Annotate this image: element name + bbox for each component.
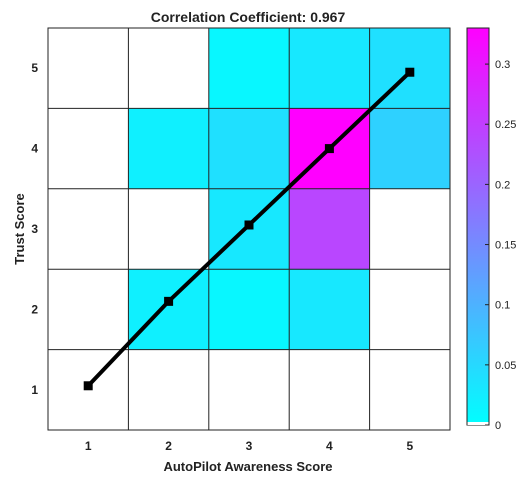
y-axis-label: Trust Score [12,193,27,265]
x-tick-label: 5 [406,439,413,453]
heatmap-cell-x2-y5 [128,28,209,109]
heatmap-cell-x4-y5 [289,28,370,109]
heatmap-cell-x1-y3 [48,188,129,270]
fit-line-marker-4 [324,144,334,154]
heatmap-cell-x5-y4 [369,108,450,189]
y-tick-label: 1 [31,383,38,397]
heatmap-cell-x5-y2 [369,269,450,350]
heatmap-cell-x2-y1 [128,349,209,430]
fit-line-marker-1 [83,381,93,391]
heatmap-cell-x3-y2 [208,269,290,350]
fit-line-group [83,67,415,391]
heatmap-cell-x1-y2 [48,269,129,350]
colorbar [466,27,490,426]
y-tick-label: 3 [31,222,38,236]
fit-line-marker-5 [405,67,415,77]
heatmap-cell-x4-y2 [289,269,370,350]
y-tick-label: 4 [31,142,38,156]
x-tick-label: 3 [246,439,253,453]
x-tick-label: 2 [165,439,172,453]
heatmap-cell-x3-y1 [208,349,290,430]
heatmap-cell-x5-y3 [369,188,450,270]
colorbar-tick-label: 0.05 [495,360,516,372]
colorbar-ticks: 0 0.05 0.1 0.15 0.2 0.25 0.3 [467,59,516,432]
heatmap-cell-x1-y4 [48,108,129,189]
colorbar-nodata-strip [467,422,489,425]
heatmap-cell-x1-y5 [48,28,129,109]
colorbar-tick-label: 0 [495,420,501,432]
heatmap-cell-x5-y1 [369,349,450,430]
grid-lines [48,28,450,430]
heatmap-cell-x3-y5 [208,28,290,109]
colorbar-tick-label: 0.3 [495,59,510,71]
heatmap-cell-x3-y4 [208,108,290,189]
y-tick-label: 5 [31,61,38,75]
heatmap-cell-x4-y3 [289,188,370,270]
colorbar-tick-label: 0.2 [495,179,510,191]
y-tick-label: 2 [31,302,38,316]
chart-title: Correlation Coefficient: 0.967 [151,9,346,25]
colorbar-tick-label: 0.25 [495,119,516,131]
heatmap-cell-x4-y1 [289,349,370,430]
x-tick-labels: 1 2 3 4 5 [85,439,414,453]
heatmap-cells [48,28,450,430]
colorbar-tick-label: 0.1 [495,300,510,312]
x-axis-label: AutoPilot Awareness Score [163,459,332,474]
heatmap-cell-x2-y2 [128,269,209,350]
x-tick-label: 1 [85,439,92,453]
heatmap-cell-x2-y4 [128,108,209,189]
heatmap-cell-x2-y3 [128,188,209,270]
y-tick-labels: 1 2 3 4 5 [31,61,38,397]
fit-line-marker-2 [164,296,174,306]
fit-line-marker-3 [244,220,254,230]
plot-frame [47,27,451,431]
x-tick-label: 4 [326,439,333,453]
colorbar-tick-label: 0.15 [495,240,516,252]
